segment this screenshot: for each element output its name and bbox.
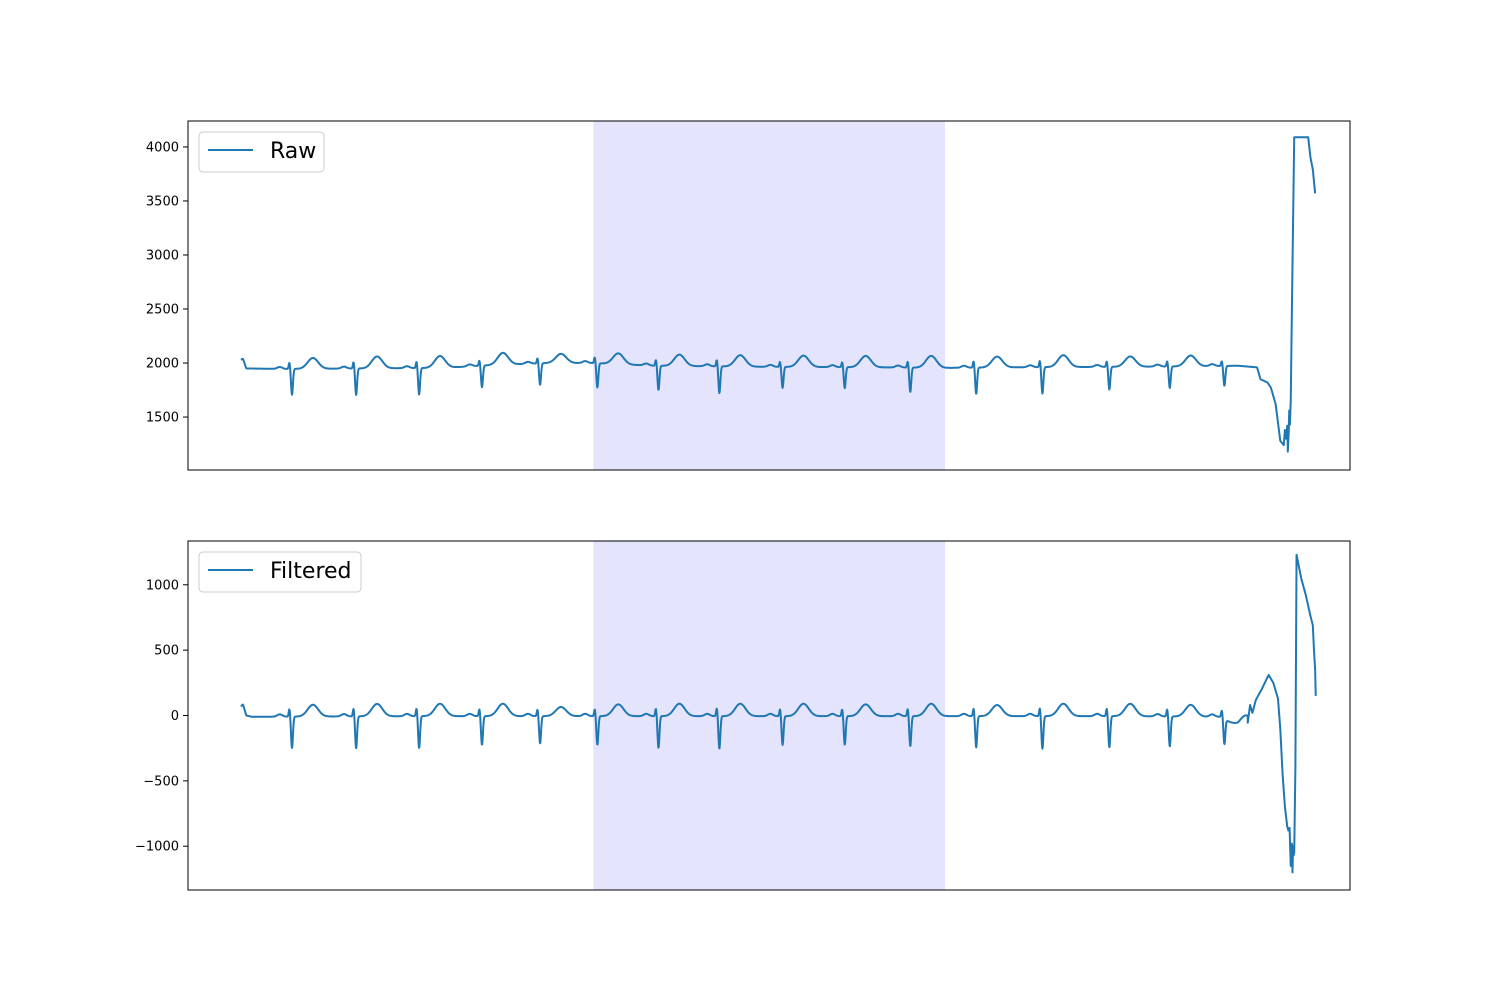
series-line-raw <box>240 136 1317 453</box>
y-tick-label: 2500 <box>146 303 179 318</box>
axes-frame <box>187 540 1351 891</box>
legend-box <box>198 131 325 173</box>
y-tick-label: 2000 <box>146 357 179 372</box>
legend: Raw <box>198 131 325 173</box>
y-tick-label: 3500 <box>146 194 179 209</box>
highlight-span <box>593 121 946 470</box>
axes-frame <box>187 120 1351 471</box>
y-tick-label: 4000 <box>146 140 179 155</box>
y-tick-label: 3000 <box>146 248 179 263</box>
legend-label: Raw <box>270 139 316 164</box>
y-tick-label: 0 <box>171 709 179 724</box>
y-tick-label: −500 <box>143 774 179 789</box>
y-tick-label: 1000 <box>146 578 179 593</box>
legend: Filtered <box>198 551 362 593</box>
series-line-filtered <box>240 553 1317 874</box>
legend-label: Filtered <box>270 559 352 584</box>
y-tick-label: −1000 <box>135 840 179 855</box>
legend-box <box>198 551 362 593</box>
y-tick-label: 500 <box>154 644 179 659</box>
y-tick-label: 1500 <box>146 411 179 426</box>
filtered-signal-panel: −1000 −500 0 500 1000 Filtered <box>135 540 1351 891</box>
raw-signal-panel: 1500 2000 2500 3000 3500 4000 Raw <box>146 120 1351 471</box>
